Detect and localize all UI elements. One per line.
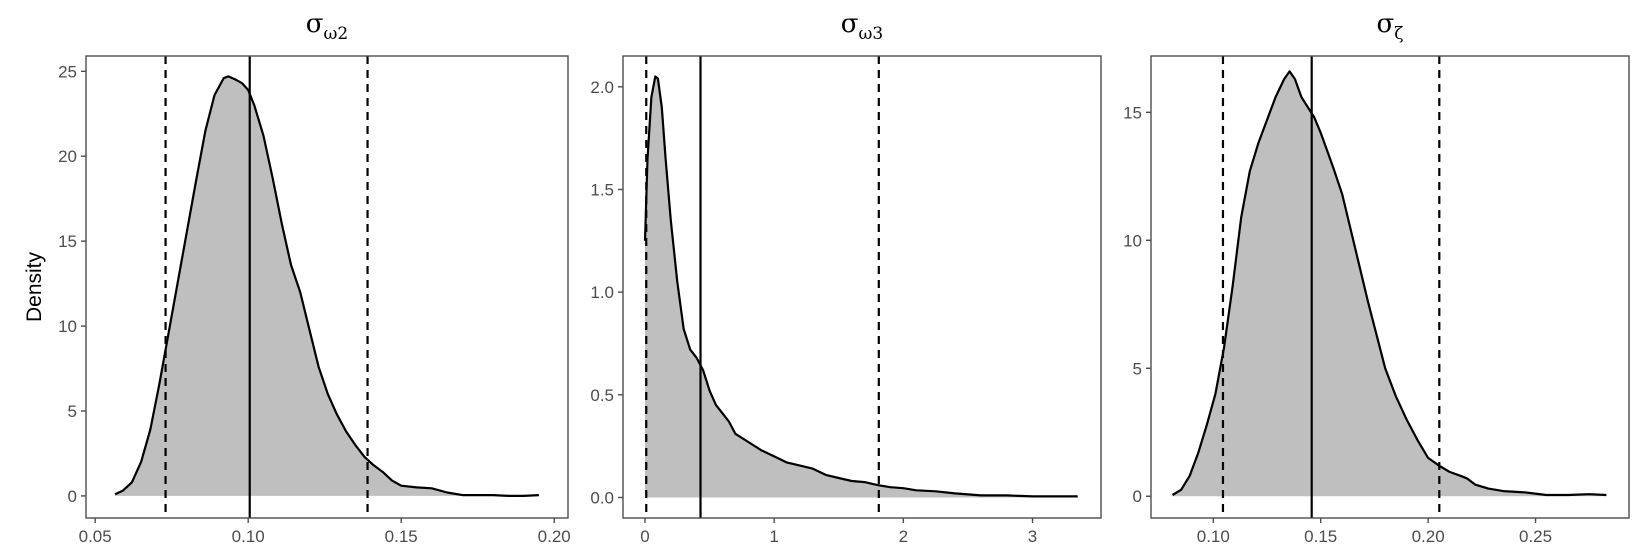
density-curve	[114, 75, 539, 497]
density-curve	[643, 75, 1078, 498]
y-tick-label: 15	[58, 232, 77, 251]
y-tick-label: 5	[1133, 359, 1142, 378]
density-area	[1172, 71, 1607, 497]
panel-border	[1150, 55, 1630, 519]
y-tick-label: 0.5	[590, 386, 614, 405]
density-area	[645, 76, 1078, 498]
y-tick-label: 0.0	[590, 488, 614, 507]
density-curve	[1171, 70, 1607, 497]
y-tick-label: 25	[58, 62, 77, 81]
x-tick-label: 1	[769, 527, 778, 546]
y-tick-label: 20	[58, 147, 77, 166]
x-tick-label: 0.20	[1412, 527, 1445, 546]
facet-panel-1: σω2 0.05 0.10 0.15 0.20 0 5 10 15 20 25	[58, 9, 571, 546]
panel-title-main: σ	[306, 9, 324, 39]
x-tick-label: 0.15	[385, 527, 418, 546]
panel-title: σω2	[306, 9, 348, 44]
x-tick-label: 0.05	[79, 527, 112, 546]
facet-panel-3: σζ 0.10 0.15 0.20 0.25 0 5 10 15	[1123, 9, 1630, 546]
x-tick-label: 0.10	[232, 527, 265, 546]
panel-border	[622, 55, 1102, 519]
panel-border	[85, 55, 569, 519]
x-tick-label: 0	[640, 527, 649, 546]
density-area	[115, 76, 539, 496]
panel-title-subscript: ω3	[859, 24, 884, 44]
y-tick-label: 0	[1133, 487, 1142, 506]
y-tick-label: 1.0	[590, 283, 614, 302]
panel-title-subscript: ω2	[324, 24, 349, 44]
panel-title-main: σ	[1377, 9, 1395, 39]
y-tick-label: 5	[68, 402, 77, 421]
x-tick-label: 2	[899, 527, 908, 546]
y-tick-label: 0	[68, 487, 77, 506]
panel-title-main: σ	[841, 9, 859, 39]
x-tick-label: 0.10	[1197, 527, 1230, 546]
y-tick-label: 10	[58, 317, 77, 336]
x-tick-label: 3	[1028, 527, 1037, 546]
y-tick-label: 10	[1123, 231, 1142, 250]
panel-title: σζ	[1377, 9, 1404, 44]
panel-title-subscript: ζ	[1394, 24, 1403, 44]
facet-panel-2: σω3 0 1 2 3 0.0 0.5 1.0 1.5 2.0	[590, 9, 1102, 546]
y-tick-label: 2.0	[590, 78, 614, 97]
panel-title: σω3	[841, 9, 883, 44]
y-axis-title: Density	[23, 251, 46, 322]
y-tick-label: 15	[1123, 103, 1142, 122]
x-tick-label: 0.15	[1304, 527, 1337, 546]
x-tick-label: 0.25	[1519, 527, 1552, 546]
y-tick-label: 1.5	[590, 180, 614, 199]
x-tick-label: 0.20	[538, 527, 571, 546]
